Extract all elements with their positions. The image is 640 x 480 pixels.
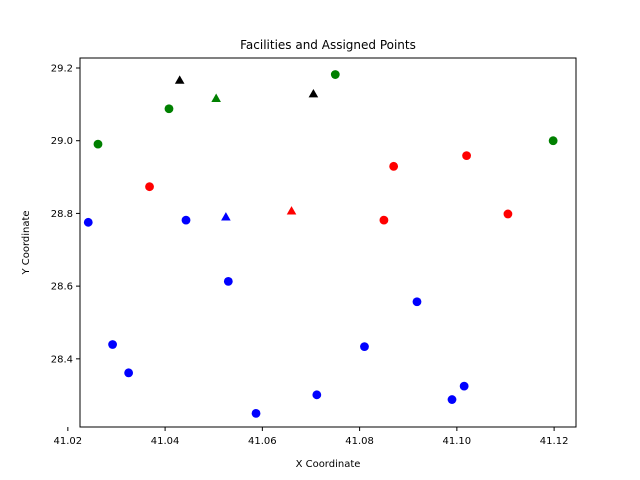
y-tick-label: 28.8 [51, 209, 73, 220]
x-tick-label: 41.08 [345, 436, 374, 447]
y-axis-label: Y Coordinate [21, 210, 32, 275]
y-tick-label: 29.0 [51, 136, 73, 147]
x-tick-label: 41.10 [443, 436, 472, 447]
point-marker [503, 209, 513, 219]
y-tick-label: 28.4 [51, 354, 73, 365]
point-marker [251, 408, 261, 418]
y-tick-label: 29.2 [51, 63, 73, 74]
plot-frame [79, 57, 577, 428]
point-marker [93, 139, 103, 149]
point-marker [412, 297, 422, 307]
point-marker [164, 104, 174, 114]
point-marker [330, 70, 340, 79]
point-marker [379, 215, 389, 225]
point-marker [389, 161, 399, 171]
y-axis: 28.4 28.6 28.8 29.0 29.2 [51, 63, 80, 365]
point-marker [462, 151, 471, 161]
point-marker [223, 276, 233, 286]
point-marker [459, 381, 469, 391]
point-marker [83, 217, 93, 227]
facility-marker [174, 75, 185, 84]
facility-marker [286, 206, 297, 215]
x-tick-label: 41.06 [248, 436, 277, 447]
x-axis-label: X Coordinate [296, 459, 361, 470]
x-tick-label: 41.12 [540, 436, 569, 447]
facility-marker [308, 89, 319, 98]
point-marker [124, 368, 134, 378]
point-marker [312, 390, 322, 400]
plot-marks [83, 70, 558, 418]
point-marker [145, 182, 154, 192]
x-tick-label: 41.02 [54, 436, 83, 447]
point-marker [548, 136, 558, 146]
point-marker [108, 340, 117, 349]
point-marker [360, 342, 369, 352]
x-axis: 41.02 41.04 41.06 41.08 41.10 41.12 [54, 427, 569, 447]
x-tick-label: 41.04 [151, 436, 180, 447]
point-marker [181, 215, 191, 225]
chart-title: Facilities and Assigned Points [240, 38, 416, 52]
facility-marker [221, 212, 231, 221]
facility-marker [211, 93, 221, 102]
y-tick-label: 28.6 [51, 282, 73, 293]
point-marker [447, 395, 457, 404]
